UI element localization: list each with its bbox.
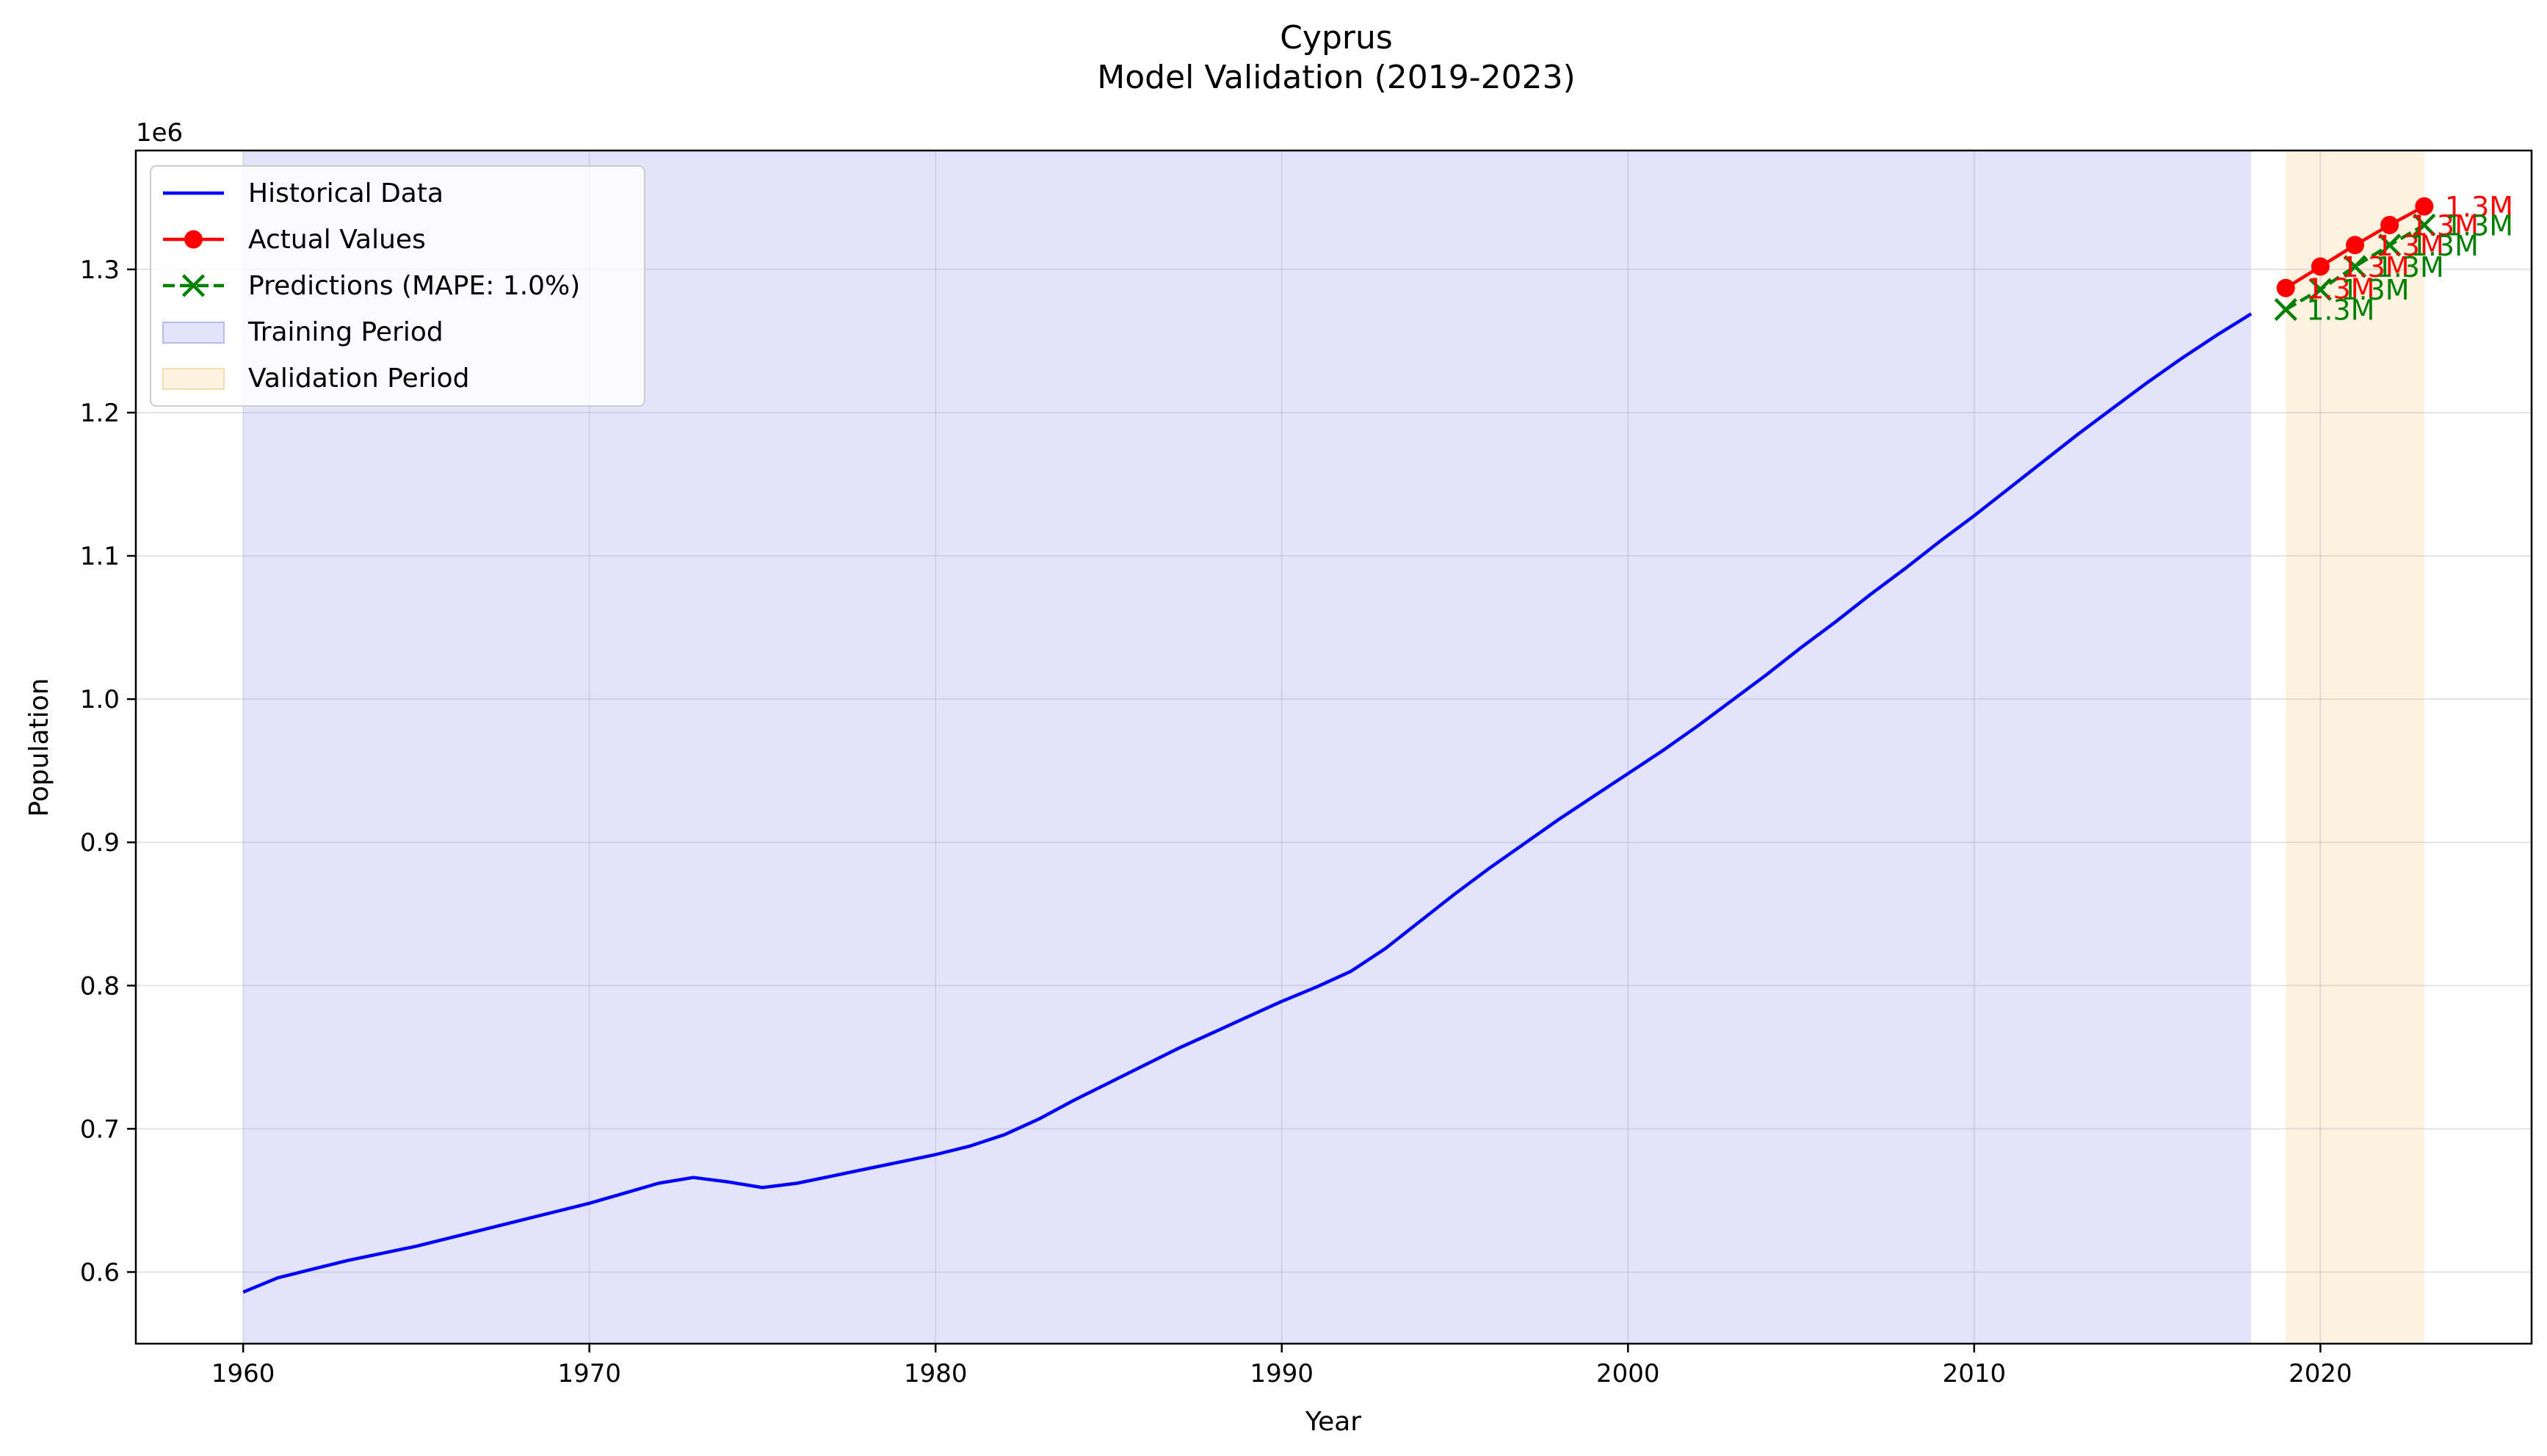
actual-value-point: [2415, 197, 2434, 216]
x-tick-label: 2000: [1596, 1359, 1660, 1388]
y-tick-label: 0.7: [80, 1115, 120, 1144]
prediction-point: [2413, 213, 2436, 237]
prediction-point: [2343, 255, 2367, 278]
predictions-line: [2285, 223, 2425, 311]
legend-training-period-label: Training Period: [247, 317, 443, 347]
legend-predictions-label: Predictions (MAPE: 1.0%): [248, 271, 580, 301]
y-tick-label: 0.9: [80, 828, 120, 858]
series-layer: [242, 197, 2436, 1294]
actual-value-label: 1.3M: [2445, 191, 2513, 223]
x-tick-label: 1980: [904, 1359, 968, 1388]
prediction-point: [2308, 278, 2332, 301]
chart-subtitle: Model Validation (2019-2023): [1097, 59, 1576, 96]
actual-value-label: 1.3M: [2306, 272, 2374, 305]
actual-value-point: [2346, 236, 2365, 255]
prediction-label: 1.3M: [2341, 274, 2409, 306]
x-tick-label: 1990: [1250, 1359, 1314, 1388]
prediction-point: [2378, 233, 2402, 257]
prediction-label: 1.3M: [2410, 230, 2479, 262]
legend-predictions-marker: [181, 274, 206, 297]
y-tick-label: 1.3: [80, 256, 120, 285]
actual-value-point: [2380, 215, 2399, 234]
y-tick-label: 1.2: [80, 399, 120, 428]
x-tick-label: 2020: [2289, 1359, 2352, 1388]
actual-value-point: [2311, 257, 2330, 276]
actual-value-point: [2276, 278, 2295, 297]
prediction-label: 1.3M: [2306, 294, 2374, 327]
axis-ticks: 1960 1970 1980 1990 2000 2010 2020 0.6 0.7 0.8 0.9…: [80, 256, 2352, 1388]
actual-value-label: 1.3M: [2376, 230, 2444, 262]
legend-box: [150, 165, 645, 407]
x-tick-label: 2010: [1943, 1359, 2007, 1388]
x-tick-label: 1970: [557, 1359, 621, 1388]
actual-value-label: 1.3M: [2341, 251, 2409, 283]
legend-validation-period-label: Validation Period: [248, 363, 469, 394]
prediction-point: [2274, 297, 2297, 322]
prediction-label: 1.3M: [2376, 251, 2444, 283]
y-axis-label: Population: [24, 678, 54, 816]
historical-data-line: [242, 312, 2253, 1294]
legend-training-period-swatch: [162, 322, 225, 344]
y-offset-label: 1e6: [136, 118, 183, 148]
y-tick-label: 1.1: [80, 542, 120, 571]
legend-historical-data-label: Historical Data: [248, 178, 443, 209]
y-tick-label: 0.8: [80, 971, 120, 1001]
y-tick-label: 1.0: [80, 685, 120, 714]
legend-validation-period-swatch: [162, 368, 225, 390]
legend-actual-values-marker: [184, 230, 203, 249]
x-axis-label: Year: [1305, 1407, 1361, 1437]
legend-actual-values-label: Actual Values: [248, 225, 426, 255]
plot-frame: [134, 149, 2533, 1345]
prediction-label: 1.3M: [2445, 209, 2513, 242]
legend: Historical Data Actual Values Predictions …: [150, 165, 645, 407]
chart-title: Cyprus: [1280, 19, 1393, 57]
y-tick-label: 0.6: [80, 1258, 120, 1287]
actual-value-label: 1.3M: [2410, 209, 2479, 242]
point-labels: 1.3M1.3M1.3M1.3M1.3M1.3M1.3M1.3M1.3M1.3M: [2306, 191, 2513, 326]
validation-period-region: [2286, 151, 2424, 1344]
x-tick-label: 1960: [211, 1359, 275, 1388]
